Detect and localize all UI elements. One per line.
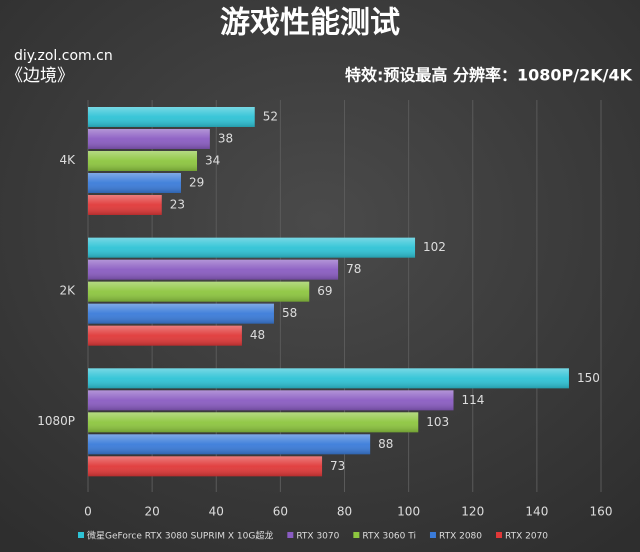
x-tick-label: 60 bbox=[273, 505, 288, 519]
value-label: 29 bbox=[189, 176, 204, 190]
legend-label: RTX 3070 bbox=[296, 532, 339, 542]
bar-gloss bbox=[88, 281, 310, 302]
value-label: 73 bbox=[330, 459, 345, 473]
bar-gloss bbox=[88, 173, 181, 193]
legend-swatch bbox=[496, 532, 502, 538]
value-label: 114 bbox=[462, 393, 485, 407]
bar-gloss bbox=[88, 434, 371, 455]
x-tick-label: 20 bbox=[144, 505, 159, 519]
value-label: 48 bbox=[250, 328, 265, 342]
y-tick-label: 1080P bbox=[37, 414, 75, 428]
legend-label: RTX 3060 Ti bbox=[362, 532, 416, 542]
bar-gloss bbox=[88, 259, 339, 280]
value-label: 88 bbox=[378, 437, 393, 451]
bar-gloss bbox=[88, 412, 419, 433]
y-tick-label: 2K bbox=[59, 284, 76, 298]
bar-gloss bbox=[88, 107, 255, 127]
legend-swatch bbox=[429, 532, 436, 538]
bar-gloss bbox=[88, 325, 242, 346]
value-label: 38 bbox=[218, 132, 233, 146]
source: diy.zol.com.cn bbox=[14, 48, 113, 64]
value-label: 23 bbox=[170, 198, 185, 212]
value-label: 34 bbox=[205, 154, 220, 168]
settings: 特效:预设最高 分辨率：1080P/2K/4K bbox=[345, 66, 633, 85]
chart-title: 游戏性能测试 bbox=[220, 6, 400, 41]
x-tick-label: 140 bbox=[525, 505, 548, 519]
x-tick-label: 80 bbox=[337, 505, 352, 519]
x-tick-label: 40 bbox=[209, 505, 224, 519]
value-label: 52 bbox=[263, 110, 278, 124]
bar-gloss bbox=[88, 456, 323, 477]
legend-label: 微星GeForce RTX 3080 SUPRIM X 10G超龙 bbox=[87, 530, 273, 542]
legend-swatch bbox=[78, 532, 84, 538]
legend-swatch bbox=[353, 532, 360, 538]
x-tick-label: 160 bbox=[590, 505, 613, 519]
value-label: 150 bbox=[577, 371, 600, 385]
y-tick-label: 4K bbox=[59, 153, 76, 167]
value-label: 103 bbox=[426, 415, 449, 429]
bar-gloss bbox=[88, 237, 416, 258]
legend-label: RTX 2070 bbox=[505, 532, 548, 542]
value-label: 78 bbox=[346, 262, 361, 276]
bar-gloss bbox=[88, 368, 569, 389]
legend-label: RTX 2080 bbox=[439, 532, 482, 542]
x-tick-label: 120 bbox=[461, 505, 484, 519]
value-label: 58 bbox=[282, 306, 297, 320]
x-tick-label: 0 bbox=[84, 505, 92, 519]
bar-gloss bbox=[88, 151, 198, 171]
value-label: 102 bbox=[423, 240, 446, 254]
bar-gloss bbox=[88, 129, 210, 149]
bar-gloss bbox=[88, 390, 454, 411]
bar-gloss bbox=[88, 195, 162, 215]
x-tick-label: 100 bbox=[397, 505, 420, 519]
game-name: 《边境》 bbox=[6, 66, 74, 86]
legend-swatch bbox=[287, 532, 294, 538]
value-label: 69 bbox=[317, 284, 332, 298]
bar-gloss bbox=[88, 303, 274, 324]
